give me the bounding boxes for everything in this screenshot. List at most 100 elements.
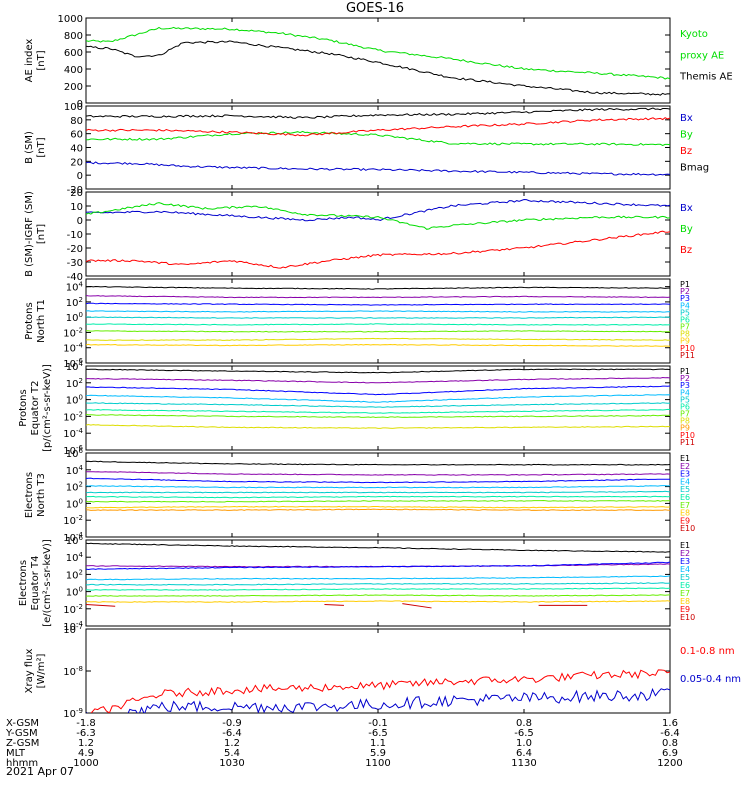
series-line-p1 (86, 368, 670, 374)
y-tick-label: 104 (66, 360, 84, 373)
y-axis-label: Xray flux (24, 649, 35, 694)
series-line-e6 (86, 587, 670, 591)
series-line-p1 (86, 285, 670, 290)
legend-label: E8 (680, 597, 690, 606)
series-line-e6 (86, 495, 670, 499)
y-tick-label: 20 (70, 188, 83, 199)
y-axis-label: [W/m²] (36, 653, 47, 688)
series-line-p6 (86, 323, 670, 326)
y-axis-label: [nT] (36, 137, 47, 157)
y-tick-label: 10-4 (63, 427, 83, 440)
y-tick-label: 10-6 (63, 444, 83, 457)
legend-label: E1 (680, 541, 690, 550)
legend-label: E2 (680, 462, 690, 471)
y-tick-label: -40 (67, 272, 83, 283)
legend-label: Bx (680, 203, 693, 214)
legend-label: P2 (680, 374, 690, 383)
series-line-p4 (86, 394, 670, 403)
legend-label: P8 (680, 417, 690, 426)
panel-db: -40 -30 -20 -10 0 10 20 B (SM)-IGRF (SM) [nT] Bx B… (24, 188, 693, 283)
x-tick-label: 4.9 (78, 748, 94, 759)
y-tick-label: -20 (67, 185, 83, 196)
series-segment-e9 (324, 604, 344, 606)
series-line-e5 (86, 582, 670, 586)
y-tick-label: 10-9 (63, 707, 83, 720)
legend-label: E5 (680, 573, 690, 582)
y-tick-label: -20 (67, 244, 83, 255)
legend-label: P7 (680, 410, 690, 419)
x-tick-label: 0.8 (662, 738, 678, 749)
y-tick-label: 106 (66, 447, 84, 460)
y-tick-label: 400 (64, 65, 83, 76)
series-line-p5 (86, 316, 670, 319)
y-tick-label: 60 (70, 130, 83, 141)
x-row-label: X-GSM (6, 718, 39, 729)
y-axis-label: Electrons (24, 472, 35, 518)
series-group (86, 107, 670, 176)
y-tick-label: 102 (66, 296, 83, 309)
x-tick-label: -6.5 (514, 728, 534, 739)
x-tick-label: 6.9 (662, 748, 678, 759)
panel-p1: 104 102 100 10-2 10-4 10-6 Protons North T1 P1P2… (24, 278, 695, 370)
x-tick-label: 1.2 (78, 738, 94, 749)
y-axis-label: B (SM)-IGRF (SM) (24, 191, 35, 277)
legend-label: E10 (680, 613, 695, 622)
series-group (86, 198, 670, 269)
series-line-p3 (86, 385, 670, 396)
legend-label: P5 (680, 308, 690, 317)
y-axis-label: Equator T4 (30, 556, 41, 611)
y-axis-label: Protons (18, 389, 29, 426)
legend-label: Bx (680, 113, 693, 124)
legend-label: E7 (680, 589, 690, 598)
legend-label: E4 (680, 477, 690, 486)
legend-label: proxy AE (680, 50, 724, 61)
x-tick-label: -0.1 (368, 718, 388, 729)
x-row-label: hhmm (6, 758, 38, 769)
y-tick-label: 20 (70, 157, 83, 168)
y-tick-label: 106 (66, 534, 84, 547)
legend-label: P5 (680, 395, 690, 404)
legend-label: P3 (680, 294, 690, 303)
legend-label: E3 (680, 470, 690, 479)
y-tick-label: 1000 (58, 14, 83, 25)
y-tick-label: -10 (67, 230, 83, 241)
series-line-e9 (86, 508, 670, 511)
x-tick-label: 5.4 (224, 748, 240, 759)
y-axis-label: North T3 (36, 473, 47, 517)
x-axis: -1.8-6.31.24.91000-0.9-6.41.25.41030-0.1… (5, 18, 683, 769)
y-axis-label: North T1 (36, 299, 47, 343)
x-tick-label: 1.2 (224, 738, 240, 749)
y-tick-label: 800 (64, 31, 83, 42)
y-tick-label: 102 (66, 377, 83, 390)
y-tick-label: 10-2 (63, 410, 83, 423)
y-axis-label: Equator T2 (30, 381, 41, 436)
y-tick-label: 104 (66, 464, 84, 477)
series-line-e4 (86, 485, 670, 489)
panel-frame (85, 278, 671, 364)
series-segment-e9 (86, 604, 116, 607)
series-line-bz (86, 117, 670, 137)
y-axis-label: [p/(cm²-s-sr-keV)] (42, 364, 53, 452)
y-tick-label: 100 (66, 394, 83, 407)
y-axis-label: B (SM) (24, 131, 35, 164)
legend-label: P9 (680, 337, 690, 346)
y-tick-label: 200 (64, 82, 83, 93)
x-row-label: Z-GSM (6, 738, 39, 749)
x-tick-label: 6.4 (516, 748, 532, 759)
panel-p2: 104 102 100 10-2 10-4 10-6 Protons Equator T2 [p… (18, 360, 695, 457)
legend-label: P2 (680, 287, 690, 296)
x-tick-label: -0.9 (222, 718, 242, 729)
chart-title: GOES-16 (345, 1, 404, 16)
legend-label: P7 (680, 323, 690, 332)
x-tick-label: 5.9 (370, 748, 386, 759)
x-tick-label: 1.1 (370, 738, 386, 749)
series-line-e3 (86, 477, 670, 484)
date-label: 2021 Apr 07 (6, 765, 75, 778)
series-group (86, 460, 670, 511)
series-group (86, 542, 670, 609)
x-tick-label: 1100 (365, 758, 390, 769)
y-axis-label: Protons (24, 302, 35, 339)
series-group (86, 368, 670, 429)
series-line-e7 (86, 594, 670, 597)
